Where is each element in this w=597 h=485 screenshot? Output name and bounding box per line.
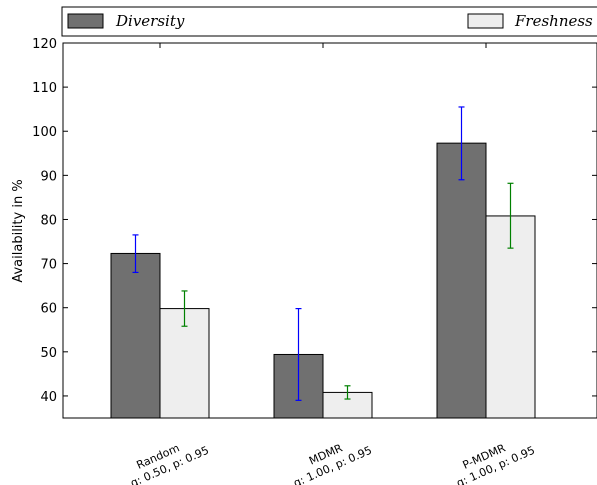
y-tick-label: 80 xyxy=(40,213,57,228)
y-tick-label: 120 xyxy=(32,37,57,52)
error-bars xyxy=(132,106,514,401)
y-axis-title: Availability in % xyxy=(11,179,26,282)
bar-diversity xyxy=(436,142,487,419)
x-category-label: MDMRq: 1.00, p: 0.95 xyxy=(286,431,374,485)
legend-swatch-freshness xyxy=(467,13,504,29)
y-tick-label: 110 xyxy=(32,81,57,96)
x-axis-ticks xyxy=(159,43,487,418)
legend: Diversity Freshness xyxy=(61,6,597,37)
plot-frame xyxy=(62,42,597,419)
y-axis-ticks: 40 50 60 70 80 90 100 110 120 xyxy=(32,37,597,405)
y-tick-label: 70 xyxy=(40,258,57,273)
legend-swatch-diversity xyxy=(67,13,104,29)
legend-label-diversity: Diversity xyxy=(115,12,185,30)
y-tick-label: 60 xyxy=(40,302,57,317)
y-tick-label: 90 xyxy=(40,169,57,184)
x-category-label: Randomq: 0.50, p: 0.95 xyxy=(123,431,211,485)
y-tick-label: 50 xyxy=(40,346,57,361)
x-category-label: P-MDMRq: 1.00, p: 0.95 xyxy=(449,431,537,485)
x-axis-category-labels: Randomq: 0.50, p: 0.95 MDMRq: 1.00, p: 0.… xyxy=(123,431,537,485)
bar-freshness xyxy=(485,215,536,419)
y-tick-label: 100 xyxy=(32,125,57,140)
legend-label-freshness: Freshness xyxy=(514,12,593,30)
bars xyxy=(110,142,536,419)
y-tick-label: 40 xyxy=(40,390,57,405)
legend-frame xyxy=(61,6,597,37)
bar-diversity xyxy=(110,252,161,419)
